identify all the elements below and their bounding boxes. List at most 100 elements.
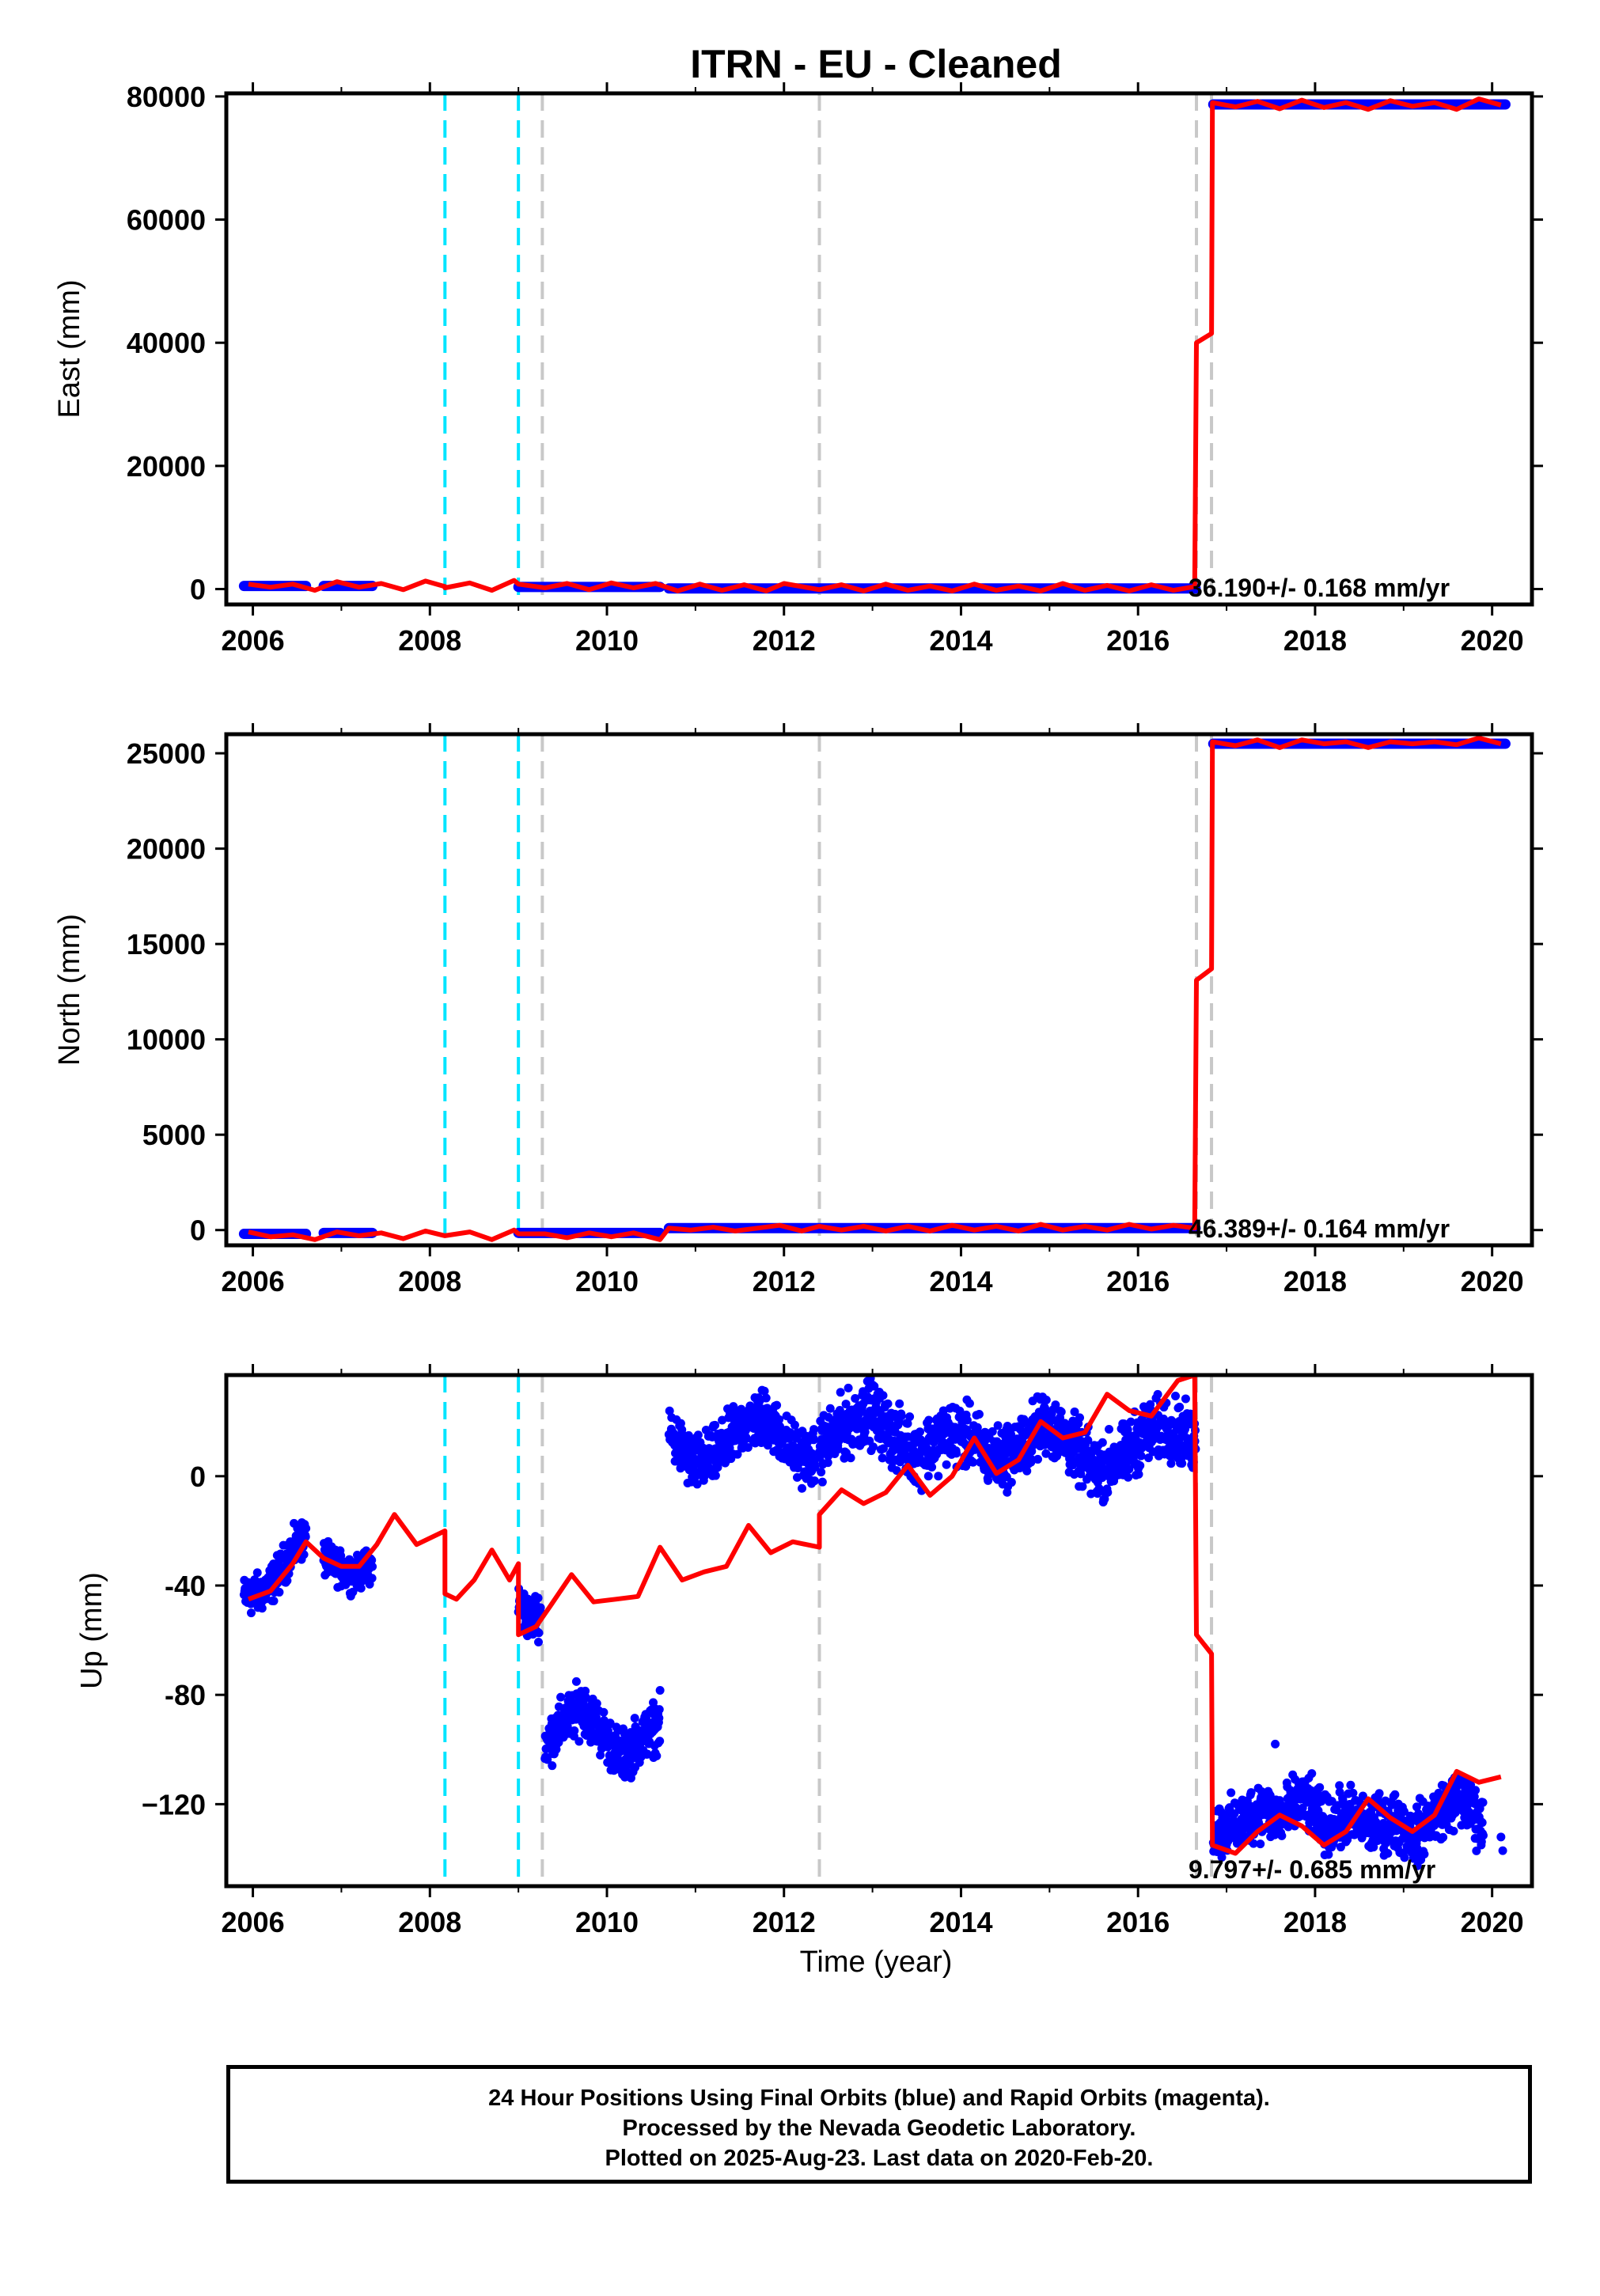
up-data-point: [844, 1383, 853, 1392]
up-data-point: [655, 1686, 665, 1695]
east-x-tick-label: 2008: [398, 624, 461, 657]
up-data-point: [883, 1399, 893, 1408]
chart-title: ITRN - EU - Cleaned: [690, 42, 1061, 86]
up-data-point: [952, 1449, 961, 1458]
up-data-point: [1105, 1425, 1114, 1434]
up-data-point: [1041, 1404, 1050, 1413]
up-data-point: [1335, 1781, 1344, 1790]
north-x-tick-label: 2016: [1106, 1265, 1170, 1298]
up-data-point: [1026, 1454, 1036, 1464]
up-data-point: [809, 1435, 818, 1445]
up-data-point: [817, 1477, 827, 1487]
up-data-point: [1346, 1780, 1355, 1790]
footer-line-2: Processed by the Nevada Geodetic Laborat…: [622, 2116, 1136, 2141]
up-x-tick-label: 2010: [575, 1906, 639, 1938]
up-data-point: [368, 1562, 377, 1571]
east-y-tick-label: 40000: [127, 327, 206, 359]
up-plot-frame: [224, 1373, 1534, 1889]
up-data-point: [733, 1449, 742, 1459]
up-data-point: [554, 1702, 563, 1711]
up-data-point: [1498, 1846, 1507, 1855]
up-x-tick-label: 2014: [929, 1906, 992, 1938]
up-y-tick-label: -40: [165, 1570, 206, 1602]
up-data-point: [1078, 1482, 1087, 1491]
up-data-point: [973, 1423, 982, 1432]
up-data-point: [729, 1402, 738, 1411]
up-data-point: [536, 1603, 545, 1612]
north-plot-frame: [224, 732, 1534, 1248]
east-x-tick-label: 2016: [1106, 624, 1170, 657]
up-data-point: [988, 1426, 997, 1436]
up-data-point: [1007, 1478, 1016, 1487]
up-y-tick-label: 0: [190, 1461, 206, 1493]
north-y-tick-label: 25000: [127, 737, 206, 770]
north-x-tick-label: 2018: [1283, 1265, 1347, 1298]
north-x-tick-label: 2014: [929, 1265, 992, 1298]
up-data-point: [860, 1427, 870, 1437]
up-y-tick-label: -80: [165, 1679, 206, 1711]
up-data-point: [301, 1532, 310, 1541]
up-data-point: [665, 1406, 674, 1415]
up-data-point: [1348, 1788, 1358, 1798]
up-x-tick-label: 2006: [222, 1906, 285, 1938]
up-data-point: [652, 1751, 662, 1760]
up-data-point: [993, 1421, 1003, 1430]
up-data-point: [1177, 1459, 1187, 1468]
north-y-tick-label: 15000: [127, 928, 206, 960]
up-data-point: [599, 1707, 609, 1717]
up-data-points: [239, 1375, 1507, 1870]
up-data-point: [1143, 1453, 1153, 1463]
up-data-point: [571, 1677, 581, 1686]
footer-line-1: 24 Hour Positions Using Final Orbits (bl…: [488, 2086, 1270, 2111]
up-data-point: [846, 1453, 855, 1463]
up-data-point: [1083, 1435, 1093, 1445]
up-data-point: [962, 1415, 972, 1425]
up-panel: 2006 2008 2010 2012 2014 2016 2018 2020 −120 -80 -…: [75, 1364, 1543, 1938]
up-data-point: [1022, 1466, 1032, 1476]
up-y-tick-label: −120: [142, 1788, 206, 1821]
up-data-point: [1469, 1792, 1479, 1802]
up-x-tick-label: 2018: [1283, 1906, 1347, 1938]
up-data-point: [654, 1713, 664, 1722]
up-data-point: [833, 1445, 843, 1454]
up-data-point: [1477, 1818, 1487, 1828]
east-y-tick-label: 20000: [127, 450, 206, 483]
up-data-point: [924, 1415, 934, 1425]
up-data-point: [1472, 1846, 1481, 1855]
up-data-point: [1103, 1487, 1113, 1497]
up-data-point: [878, 1391, 888, 1400]
up-data-point: [1171, 1392, 1181, 1401]
up-data-point: [1124, 1464, 1134, 1474]
up-data-point: [1369, 1843, 1378, 1852]
up-data-point: [1307, 1769, 1317, 1779]
up-data-point: [897, 1411, 906, 1421]
north-y-tick-label: 0: [190, 1214, 206, 1247]
up-data-point: [336, 1551, 346, 1560]
up-data-point: [775, 1415, 784, 1424]
up-data-point: [641, 1713, 650, 1722]
east-panel: 2006 2008 2010 2012 2014 2016 2018 2020 0 20000 40…: [53, 81, 1543, 657]
up-data-point: [761, 1393, 771, 1403]
up-data-point: [923, 1472, 933, 1481]
up-data-point: [711, 1420, 720, 1430]
north-x-tick-label: 2020: [1461, 1265, 1524, 1298]
up-data-point: [711, 1471, 720, 1480]
up-data-point: [1478, 1831, 1488, 1840]
footer-line-3: Plotted on 2025-Aug-23. Last data on 202…: [605, 2146, 1154, 2171]
up-data-point: [790, 1420, 799, 1430]
up-data-point: [763, 1441, 772, 1450]
up-data-point: [1181, 1394, 1190, 1404]
up-data-point: [1126, 1417, 1136, 1426]
up-data-point: [570, 1726, 579, 1735]
up-data-point: [1449, 1826, 1458, 1836]
up-data-point: [798, 1483, 807, 1493]
east-x-tick-label: 2006: [222, 624, 285, 657]
up-data-point: [817, 1468, 826, 1477]
east-rate-label: 36.190+/- 0.168 mm/yr: [1189, 574, 1450, 602]
up-data-point: [1007, 1430, 1016, 1439]
east-x-tick-label: 2012: [753, 624, 816, 657]
up-data-point: [367, 1574, 377, 1583]
up-data-point: [574, 1737, 584, 1746]
up-data-point: [809, 1476, 819, 1486]
north-y-axis-label: North (mm): [53, 914, 86, 1066]
